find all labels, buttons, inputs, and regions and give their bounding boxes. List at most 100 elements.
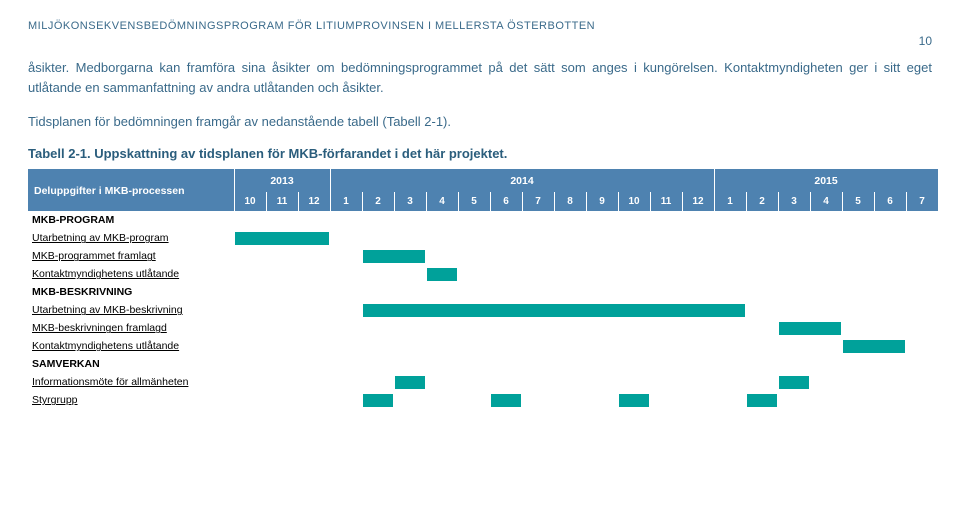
gantt-month: 4 (426, 192, 458, 211)
gantt-row-label: Styrgrupp (28, 391, 234, 409)
gantt-cell (522, 211, 554, 229)
gantt-row-label: MKB-programmet framlagt (28, 247, 234, 265)
gantt-cell (298, 283, 330, 301)
gantt-cell (746, 391, 778, 409)
gantt-cell (522, 337, 554, 355)
gantt-cell (586, 337, 618, 355)
gantt-cell (714, 391, 746, 409)
gantt-month: 1 (714, 192, 746, 211)
gantt-cell (810, 337, 842, 355)
gantt-cell (458, 319, 490, 337)
gantt-cell (298, 319, 330, 337)
gantt-cell (234, 283, 266, 301)
gantt-cell (746, 247, 778, 265)
gantt-cell (778, 373, 810, 391)
gantt-bar (618, 304, 650, 317)
gantt-month: 5 (842, 192, 874, 211)
gantt-bar (682, 304, 714, 317)
gantt-cell (682, 355, 714, 373)
gantt-cell (394, 337, 426, 355)
gantt-cell (586, 373, 618, 391)
gantt-row-label: Utarbetning av MKB-program (28, 229, 234, 247)
gantt-cell (714, 301, 746, 319)
gantt-cell (426, 301, 458, 319)
gantt-month: 10 (234, 192, 266, 211)
gantt-cell (682, 229, 714, 247)
gantt-cell (522, 355, 554, 373)
gantt-bar (586, 304, 618, 317)
gantt-cell (650, 283, 682, 301)
gantt-cell (618, 391, 650, 409)
gantt-cell (874, 337, 906, 355)
gantt-corner: Deluppgifter i MKB-processen (28, 170, 234, 212)
gantt-cell (426, 355, 458, 373)
gantt-cell (618, 373, 650, 391)
gantt-cell (810, 229, 842, 247)
gantt-cell (458, 265, 490, 283)
gantt-cell (394, 265, 426, 283)
gantt-cell (842, 319, 874, 337)
gantt-cell (426, 373, 458, 391)
gantt-row-label: MKB-PROGRAM (28, 211, 234, 229)
gantt-bar (266, 232, 298, 245)
gantt-cell (490, 229, 522, 247)
gantt-cell (714, 265, 746, 283)
gantt-month: 4 (810, 192, 842, 211)
gantt-cell (234, 319, 266, 337)
gantt-cell (906, 373, 938, 391)
gantt-cell (778, 337, 810, 355)
gantt-cell (650, 211, 682, 229)
gantt-cell (426, 247, 458, 265)
gantt-row: Utarbetning av MKB-beskrivning (28, 301, 938, 319)
gantt-row: MKB-PROGRAM (28, 211, 938, 229)
gantt-cell (746, 355, 778, 373)
gantt-cell (714, 247, 746, 265)
gantt-cell (458, 247, 490, 265)
gantt-cell (746, 211, 778, 229)
gantt-cell (714, 319, 746, 337)
gantt-cell (682, 265, 714, 283)
gantt-bar (810, 322, 841, 335)
gantt-cell (394, 355, 426, 373)
gantt-cell (778, 247, 810, 265)
gantt-cell (298, 373, 330, 391)
gantt-bar (779, 376, 809, 389)
gantt-cell (554, 337, 586, 355)
gantt-bar (554, 304, 586, 317)
gantt-month: 2 (746, 192, 778, 211)
gantt-cell (522, 229, 554, 247)
gantt-cell (490, 301, 522, 319)
gantt-bar (874, 340, 905, 353)
gantt-cell (682, 391, 714, 409)
gantt-cell (682, 211, 714, 229)
gantt-row: SAMVERKAN (28, 355, 938, 373)
gantt-cell (842, 211, 874, 229)
gantt-cell (842, 355, 874, 373)
gantt-cell (266, 337, 298, 355)
gantt-month: 8 (554, 192, 586, 211)
gantt-cell (618, 319, 650, 337)
gantt-cell (874, 391, 906, 409)
gantt-cell (842, 391, 874, 409)
gantt-cell (586, 319, 618, 337)
gantt-cell (458, 337, 490, 355)
gantt-cell (234, 355, 266, 373)
gantt-cell (234, 337, 266, 355)
gantt-cell (426, 211, 458, 229)
gantt-cell (650, 355, 682, 373)
gantt-month: 12 (682, 192, 714, 211)
gantt-cell (778, 301, 810, 319)
gantt-month: 3 (394, 192, 426, 211)
gantt-cell (554, 211, 586, 229)
gantt-cell (458, 373, 490, 391)
gantt-cell (842, 229, 874, 247)
gantt-row-label: MKB-BESKRIVNING (28, 283, 234, 301)
gantt-cell (682, 247, 714, 265)
gantt-month: 9 (586, 192, 618, 211)
gantt-cell (842, 283, 874, 301)
gantt-cell (650, 391, 682, 409)
gantt-cell (618, 337, 650, 355)
gantt-cell (874, 319, 906, 337)
gantt-cell (330, 391, 362, 409)
gantt-month: 1 (330, 192, 362, 211)
